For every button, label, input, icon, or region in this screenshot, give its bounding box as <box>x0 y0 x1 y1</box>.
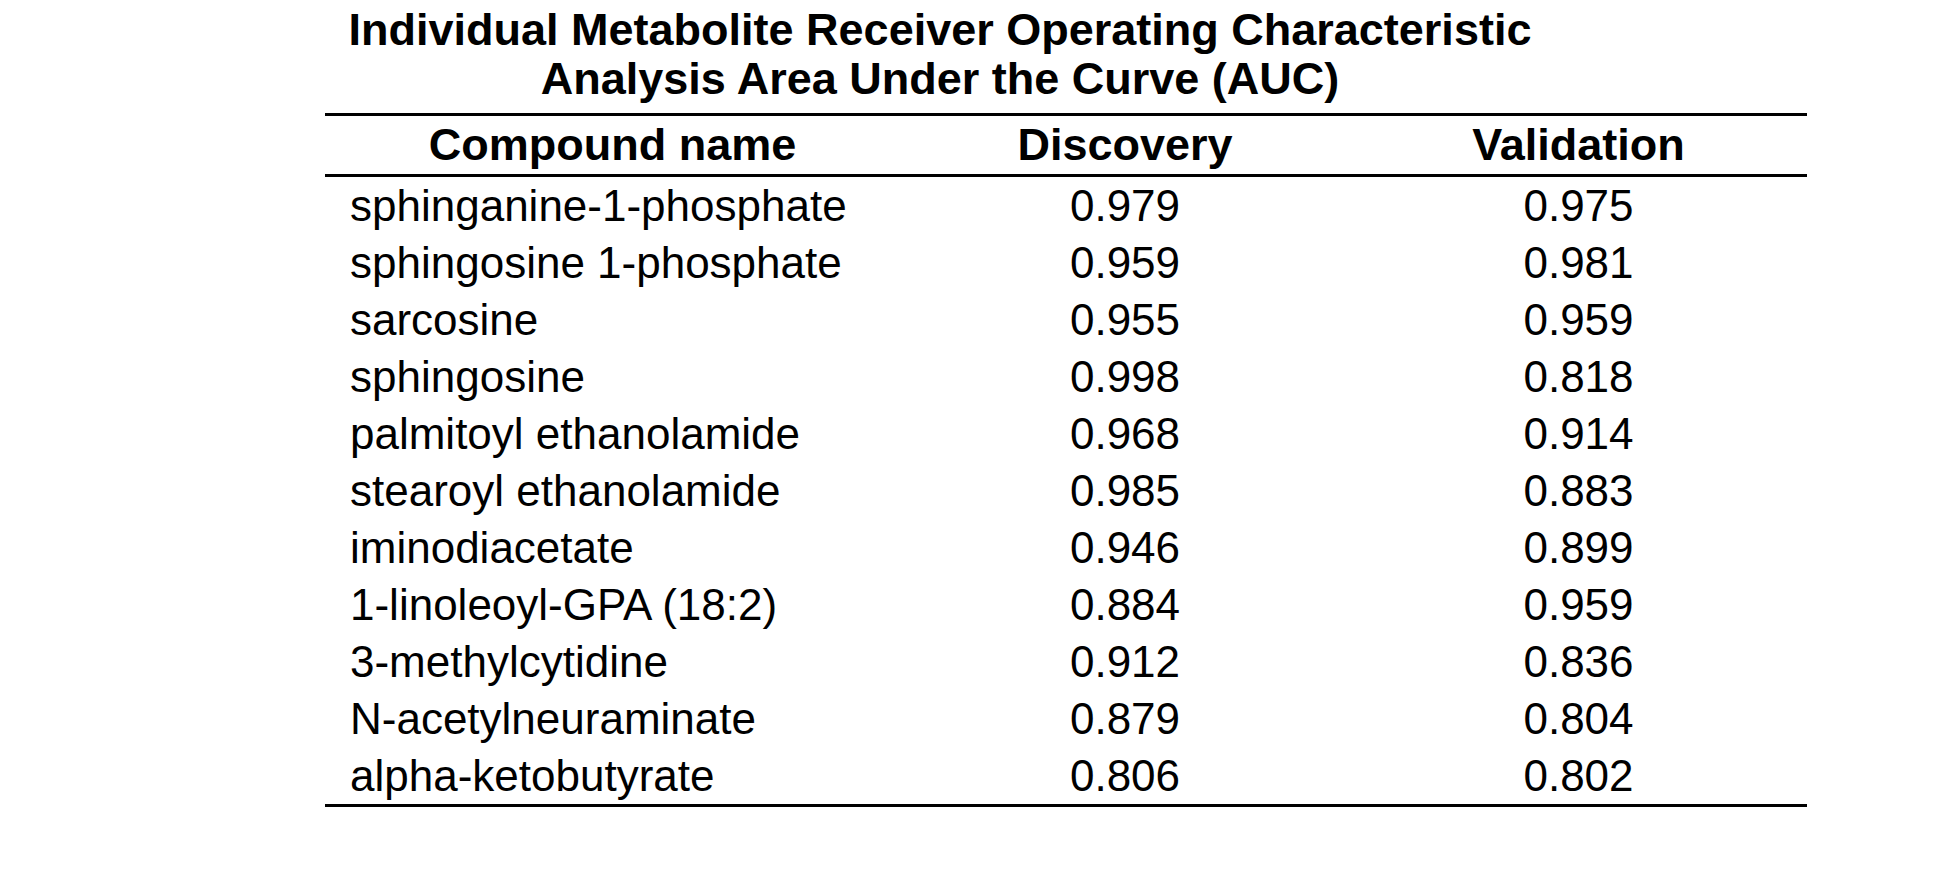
validation-cell: 0.975 <box>1350 181 1807 231</box>
discovery-cell: 0.998 <box>900 352 1350 402</box>
table-row: sarcosine 0.955 0.959 <box>325 291 1807 348</box>
validation-cell: 0.959 <box>1350 580 1807 630</box>
compound-cell: iminodiacetate <box>325 523 900 573</box>
discovery-cell: 0.985 <box>900 466 1350 516</box>
validation-cell: 0.802 <box>1350 751 1807 801</box>
page: Individual Metabolite Receiver Operating… <box>0 0 1951 871</box>
validation-cell: 0.899 <box>1350 523 1807 573</box>
discovery-cell: 0.806 <box>900 751 1350 801</box>
table-header-row: Compound name Discovery Validation <box>325 116 1807 177</box>
table-title: Individual Metabolite Receiver Operating… <box>0 5 1880 103</box>
header-discovery: Discovery <box>900 119 1350 171</box>
discovery-cell: 0.968 <box>900 409 1350 459</box>
discovery-cell: 0.879 <box>900 694 1350 744</box>
validation-cell: 0.981 <box>1350 238 1807 288</box>
compound-cell: N-acetylneuraminate <box>325 694 900 744</box>
title-line-2: Analysis Area Under the Curve (AUC) <box>0 54 1880 103</box>
validation-cell: 0.883 <box>1350 466 1807 516</box>
validation-cell: 0.818 <box>1350 352 1807 402</box>
discovery-cell: 0.884 <box>900 580 1350 630</box>
validation-cell: 0.914 <box>1350 409 1807 459</box>
table-row: N-acetylneuraminate 0.879 0.804 <box>325 690 1807 747</box>
table-row: 3-methylcytidine 0.912 0.836 <box>325 633 1807 690</box>
table-row: sphingosine 1-phosphate 0.959 0.981 <box>325 234 1807 291</box>
compound-cell: sphingosine <box>325 352 900 402</box>
validation-cell: 0.959 <box>1350 295 1807 345</box>
compound-cell: alpha-ketobutyrate <box>325 751 900 801</box>
validation-cell: 0.804 <box>1350 694 1807 744</box>
discovery-cell: 0.912 <box>900 637 1350 687</box>
compound-cell: stearoyl ethanolamide <box>325 466 900 516</box>
validation-cell: 0.836 <box>1350 637 1807 687</box>
compound-cell: sphingosine 1-phosphate <box>325 238 900 288</box>
discovery-cell: 0.946 <box>900 523 1350 573</box>
compound-cell: 3-methylcytidine <box>325 637 900 687</box>
table-row: 1-linoleoyl-GPA (18:2) 0.884 0.959 <box>325 576 1807 633</box>
table-row: iminodiacetate 0.946 0.899 <box>325 519 1807 576</box>
table-row: sphingosine 0.998 0.818 <box>325 348 1807 405</box>
title-line-1: Individual Metabolite Receiver Operating… <box>0 5 1880 54</box>
discovery-cell: 0.955 <box>900 295 1350 345</box>
compound-cell: sarcosine <box>325 295 900 345</box>
compound-cell: sphinganine-1-phosphate <box>325 181 900 231</box>
table-row: alpha-ketobutyrate 0.806 0.802 <box>325 747 1807 804</box>
compound-cell: 1-linoleoyl-GPA (18:2) <box>325 580 900 630</box>
table-row: stearoyl ethanolamide 0.985 0.883 <box>325 462 1807 519</box>
compound-cell: palmitoyl ethanolamide <box>325 409 900 459</box>
header-validation: Validation <box>1350 119 1807 171</box>
table-body: sphinganine-1-phosphate 0.979 0.975 sphi… <box>325 177 1807 804</box>
auc-table: Compound name Discovery Validation sphin… <box>325 113 1807 807</box>
discovery-cell: 0.979 <box>900 181 1350 231</box>
table-row: palmitoyl ethanolamide 0.968 0.914 <box>325 405 1807 462</box>
header-compound-name: Compound name <box>325 119 900 171</box>
table-row: sphinganine-1-phosphate 0.979 0.975 <box>325 177 1807 234</box>
discovery-cell: 0.959 <box>900 238 1350 288</box>
